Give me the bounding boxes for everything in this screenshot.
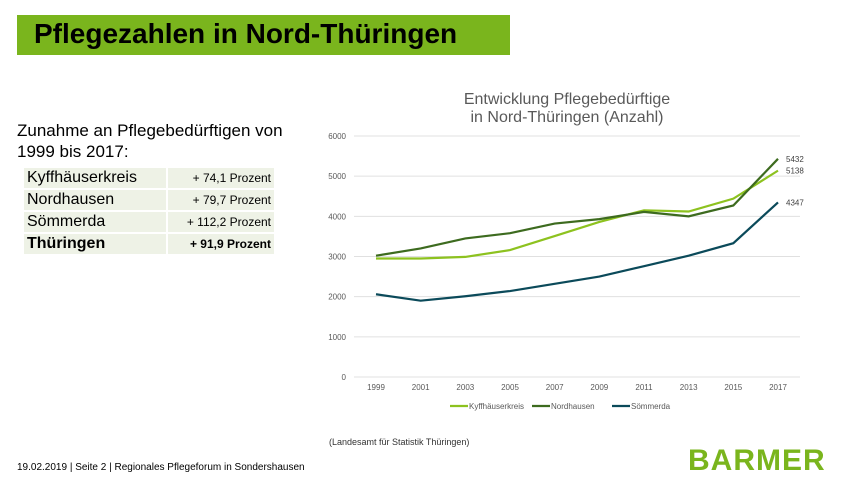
table-row: Thüringen + 91,9 Prozent bbox=[24, 233, 274, 256]
region-name: Kyffhäuserkreis bbox=[24, 168, 167, 190]
x-tick-label: 2003 bbox=[456, 383, 474, 392]
x-tick-label: 2007 bbox=[546, 383, 564, 392]
region-value: + 79,7 Prozent bbox=[166, 189, 274, 212]
y-tick-label: 4000 bbox=[328, 212, 346, 221]
series-line-sömmerda bbox=[375, 201, 779, 302]
x-tick-label: 2015 bbox=[724, 383, 742, 392]
page-title: Pflegezahlen in Nord-Thüringen bbox=[34, 18, 458, 49]
x-tick-label: 2009 bbox=[590, 383, 608, 392]
intro-text: Zunahme an Pflegebedürftigen von 1999 bi… bbox=[17, 121, 283, 161]
footer-text: 19.02.2019 | Seite 2 | Regionales Pflege… bbox=[17, 462, 305, 473]
region-value: + 112,2 Prozent bbox=[166, 211, 274, 234]
data-label: 5138 bbox=[786, 167, 804, 176]
legend-label: Sömmerda bbox=[631, 402, 671, 411]
legend-label: Nordhausen bbox=[551, 402, 595, 411]
y-tick-label: 1000 bbox=[328, 333, 346, 342]
region-name: Sömmerda bbox=[24, 211, 167, 234]
chart-title-line-2: in Nord-Thüringen (Anzahl) bbox=[471, 109, 664, 126]
region-value: + 74,1 Prozent bbox=[166, 168, 274, 190]
y-tick-label: 6000 bbox=[328, 132, 346, 141]
data-label: 5432 bbox=[786, 155, 804, 164]
source-note: (Landesamt für Statistik Thüringen) bbox=[329, 437, 470, 447]
region-value: + 91,9 Prozent bbox=[166, 233, 274, 256]
x-tick-label: 1999 bbox=[367, 383, 385, 392]
barmer-logo: BARMER bbox=[688, 444, 826, 477]
x-tick-label: 2011 bbox=[635, 383, 653, 392]
region-name: Thüringen bbox=[24, 233, 167, 256]
region-name: Nordhausen bbox=[24, 189, 167, 212]
table-row: Sömmerda + 112,2 Prozent bbox=[24, 211, 274, 234]
increase-table: Kyffhäuserkreis + 74,1 Prozent Nordhausen… bbox=[24, 168, 274, 256]
y-tick-label: 3000 bbox=[328, 253, 346, 262]
x-tick-label: 2005 bbox=[501, 383, 519, 392]
y-tick-label: 2000 bbox=[328, 293, 346, 302]
chart-title-line-1: Entwicklung Pflegebedürftige bbox=[464, 91, 670, 108]
y-tick-label: 0 bbox=[342, 373, 347, 382]
table-row: Kyffhäuserkreis + 74,1 Prozent bbox=[24, 168, 274, 190]
legend-label: Kyffhäuserkreis bbox=[469, 402, 524, 411]
title-bar: Pflegezahlen in Nord-Thüringen bbox=[17, 15, 510, 55]
data-label: 4347 bbox=[786, 198, 804, 207]
x-tick-label: 2017 bbox=[769, 383, 787, 392]
y-tick-label: 5000 bbox=[328, 172, 346, 181]
table-row: Nordhausen + 79,7 Prozent bbox=[24, 189, 274, 212]
series-line-nordhausen bbox=[375, 158, 779, 257]
x-tick-label: 2001 bbox=[412, 383, 430, 392]
series-line-kyffhäuserkreis bbox=[376, 169, 779, 260]
x-tick-label: 2013 bbox=[680, 383, 698, 392]
